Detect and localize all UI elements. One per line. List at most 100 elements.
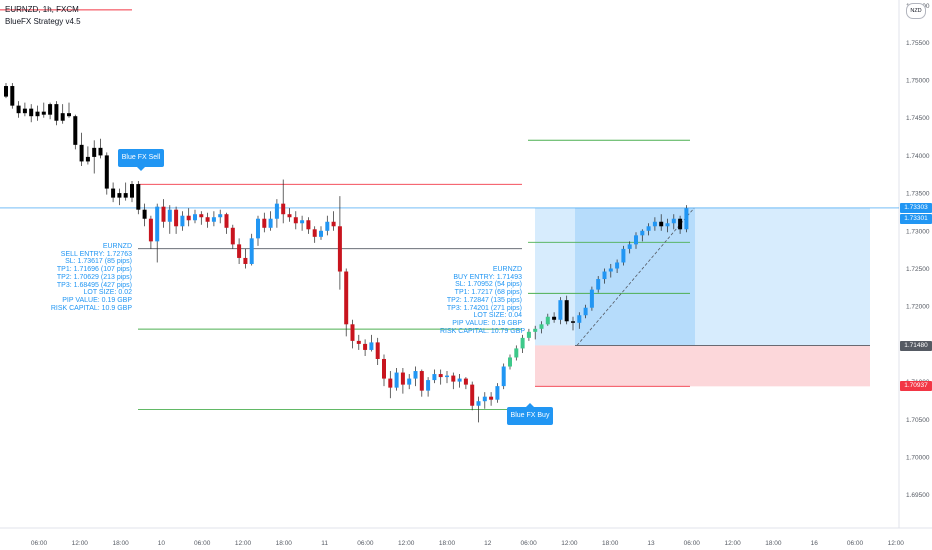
candle-body bbox=[545, 316, 550, 325]
candle-body bbox=[325, 221, 330, 231]
buy-info-line: EURNZD bbox=[492, 266, 522, 273]
trade-trendline bbox=[576, 207, 695, 346]
candle-body bbox=[400, 372, 405, 385]
candle-body bbox=[388, 378, 393, 388]
candle-body bbox=[337, 226, 342, 272]
candle-body bbox=[350, 324, 355, 341]
candle-body bbox=[199, 214, 204, 218]
candle-body bbox=[627, 244, 632, 249]
price-label-current: 1.73303 bbox=[900, 203, 932, 213]
candle-body bbox=[16, 105, 21, 114]
buy-signal-text: Blue FX Buy bbox=[510, 412, 550, 419]
candle-body bbox=[665, 223, 670, 227]
candle-body bbox=[671, 218, 676, 224]
candle-body bbox=[180, 215, 185, 227]
candle-body bbox=[470, 384, 475, 406]
sell-info-line: SL: 1.73617 (85 pips) bbox=[65, 258, 132, 266]
candle-body bbox=[4, 86, 8, 97]
buy-info-line: PIP VALUE: 0.19 GBP bbox=[452, 319, 522, 327]
candle-body bbox=[85, 156, 90, 162]
candle-body bbox=[193, 214, 197, 221]
profit-zone-active bbox=[575, 207, 695, 346]
candle-body bbox=[678, 218, 683, 230]
buy-info-line: TP3: 1.74201 (271 pips) bbox=[446, 304, 522, 312]
y-tick-label: 1.70500 bbox=[906, 417, 930, 424]
candle-body bbox=[73, 116, 78, 145]
candle-body bbox=[300, 220, 305, 224]
candle-body bbox=[123, 193, 128, 198]
candle-body bbox=[589, 289, 594, 308]
candle-body bbox=[501, 366, 506, 387]
x-tick-label: 06:00 bbox=[194, 540, 211, 547]
candle-body bbox=[602, 271, 607, 280]
x-tick-label: 06:00 bbox=[31, 540, 48, 547]
sell-info-line: TP3: 1.68495 (427 pips) bbox=[56, 281, 132, 289]
candle-body bbox=[495, 386, 500, 400]
candle-body bbox=[489, 396, 494, 400]
candle-body bbox=[571, 321, 575, 323]
candle-body bbox=[174, 209, 179, 227]
buy-info-line: BUY ENTRY: 1.71493 bbox=[453, 273, 522, 281]
candle-body bbox=[117, 193, 122, 198]
candle-body bbox=[136, 184, 141, 210]
candle-body bbox=[558, 300, 563, 320]
candle-body bbox=[463, 378, 468, 385]
candle-body bbox=[413, 371, 418, 379]
candle-body bbox=[262, 218, 267, 228]
candle-body bbox=[237, 244, 242, 258]
candle-body bbox=[48, 104, 53, 115]
candle-body bbox=[22, 108, 27, 114]
x-tick-label: 11 bbox=[321, 540, 328, 547]
candle-body bbox=[684, 208, 689, 230]
x-tick-label: 06:00 bbox=[684, 540, 701, 547]
candle-body bbox=[652, 221, 657, 227]
x-tick-label: 18:00 bbox=[765, 540, 782, 547]
sell-signal-label[interactable]: Blue FX Sell bbox=[118, 149, 164, 171]
candle-body bbox=[514, 348, 519, 358]
candle-body bbox=[104, 155, 109, 189]
y-tick-label: 1.74500 bbox=[906, 115, 930, 122]
candle-body bbox=[167, 209, 172, 222]
candle-body bbox=[67, 113, 71, 117]
candle-body bbox=[331, 221, 336, 227]
buy-signal-label[interactable]: Blue FX Buy bbox=[507, 403, 553, 425]
candle-body bbox=[54, 104, 59, 121]
buy-info-line: SL: 1.70952 (54 pips) bbox=[455, 281, 522, 289]
candle-body bbox=[230, 227, 235, 245]
candle-body bbox=[142, 209, 147, 219]
price-label-loss: 1.70937 bbox=[900, 381, 932, 391]
x-tick-label: 12 bbox=[484, 540, 492, 547]
candle-body bbox=[634, 235, 638, 245]
currency-badge[interactable]: NZD bbox=[906, 3, 926, 19]
candle-body bbox=[293, 217, 298, 224]
candle-body bbox=[432, 374, 437, 381]
price-label-current-2: 1.73301 bbox=[900, 214, 932, 224]
candle-body bbox=[224, 214, 229, 228]
buy-signal-arrow-icon bbox=[526, 403, 534, 407]
x-tick-label: 12:00 bbox=[235, 540, 252, 547]
candle-body bbox=[382, 358, 386, 379]
strategy-name: BlueFX Strategy v4.5 bbox=[5, 17, 81, 26]
candle-body bbox=[445, 375, 449, 378]
candle-body bbox=[256, 218, 260, 239]
candle-body bbox=[482, 396, 487, 402]
candle-body bbox=[249, 238, 254, 264]
sell-info-line: TP1: 1.71696 (107 pips) bbox=[56, 266, 132, 274]
candle-body bbox=[457, 378, 462, 382]
sell-info-line: SELL ENTRY: 1.72763 bbox=[60, 250, 132, 258]
y-tick-label: 1.72500 bbox=[906, 266, 930, 273]
candle-body bbox=[476, 401, 481, 406]
x-tick-label: 06:00 bbox=[357, 540, 374, 547]
candle-body bbox=[186, 215, 191, 221]
candle-body bbox=[287, 214, 292, 218]
candle-body bbox=[41, 111, 46, 115]
y-tick-label: 1.69500 bbox=[906, 492, 930, 499]
candle-body bbox=[375, 342, 380, 359]
sell-signal-text: Blue FX Sell bbox=[121, 154, 161, 161]
candle-body bbox=[218, 214, 223, 218]
candle-body bbox=[564, 300, 569, 322]
candle-body bbox=[646, 226, 651, 231]
candle-body bbox=[319, 230, 323, 237]
y-tick-label: 1.72000 bbox=[906, 304, 930, 311]
